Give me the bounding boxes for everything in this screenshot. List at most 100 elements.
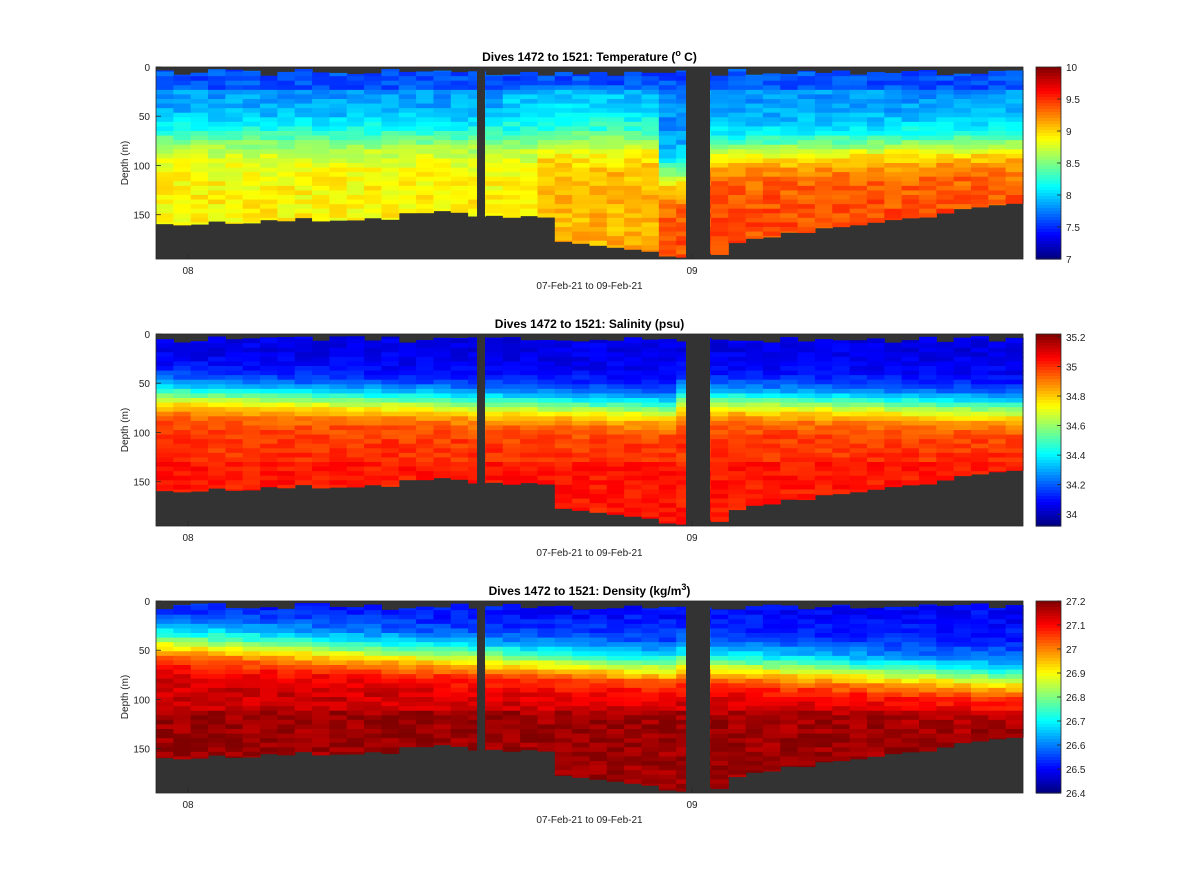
heatmap-cell [312, 651, 330, 657]
heatmap-cell [173, 112, 192, 118]
heatmap-cell [589, 195, 608, 201]
colorbar-tick-label: 8.5 [1066, 159, 1080, 170]
heatmap-cell [554, 471, 573, 477]
colorbar-segment [1036, 109, 1061, 113]
heatmap-cell [745, 227, 764, 233]
heatmap-cell [866, 144, 885, 150]
heatmap-cell [745, 149, 764, 155]
heatmap-cell [554, 665, 573, 671]
heatmap-cell [450, 112, 469, 118]
heatmap-cell [208, 701, 226, 707]
heatmap-cell [433, 651, 452, 657]
heatmap-cell [381, 76, 400, 82]
colorbar-segment [1036, 355, 1061, 359]
heatmap-cell [572, 158, 591, 164]
heatmap-cell [901, 361, 920, 367]
heatmap-cell [728, 494, 747, 500]
colorbar-segment [1036, 190, 1061, 194]
heatmap-cell [156, 213, 174, 219]
heatmap-cell [728, 701, 747, 707]
heatmap-cell [624, 687, 643, 694]
heatmap-cell [294, 135, 313, 141]
heatmap-cell [658, 356, 677, 363]
heatmap-cell [502, 448, 521, 454]
heatmap-cell [762, 430, 781, 436]
heatmap-cell [190, 637, 209, 643]
heatmap-cell [710, 195, 729, 201]
heatmap-cell [728, 637, 747, 643]
colorbar-segment [1036, 490, 1061, 494]
heatmap-cell [780, 176, 799, 182]
heatmap-cell [953, 388, 972, 395]
heatmap-cell [728, 153, 747, 160]
heatmap-cell [156, 185, 174, 192]
heatmap-cell [970, 199, 989, 205]
heatmap-cell [988, 172, 1007, 178]
heatmap-cell [312, 628, 330, 634]
heatmap-cell [710, 149, 729, 155]
heatmap-cell [242, 343, 261, 349]
heatmap-cell [173, 94, 192, 100]
heatmap-cell [364, 448, 383, 454]
heatmap-cell [520, 163, 539, 169]
heatmap-cell [294, 384, 313, 390]
heatmap-cell [277, 384, 296, 390]
heatmap-cell [814, 195, 833, 201]
heatmap-cell [624, 683, 643, 689]
heatmap-cell [866, 195, 885, 201]
heatmap-cell [745, 74, 764, 77]
heatmap-cell [589, 706, 608, 712]
heatmap-cell [173, 452, 192, 459]
heatmap-cell [624, 231, 643, 237]
heatmap-cell [277, 742, 296, 748]
panel-1: Dives 1472 to 1521: Temperature (o C)050… [120, 48, 1080, 292]
heatmap-cell [710, 99, 729, 105]
heatmap-cell [780, 765, 799, 767]
heatmap-cell [381, 651, 400, 657]
heatmap-cell [641, 149, 660, 155]
heatmap-cell [658, 779, 677, 785]
heatmap-cell [762, 149, 781, 155]
heatmap-cell [433, 199, 452, 205]
heatmap-cell [624, 480, 643, 486]
heatmap-cell [676, 770, 695, 776]
heatmap-cell [208, 674, 226, 680]
heatmap-cell [762, 678, 781, 684]
heatmap-cell [901, 375, 920, 381]
heatmap-cell [832, 103, 851, 109]
heatmap-cell [242, 126, 261, 132]
heatmap-cell [346, 715, 365, 721]
heatmap-cell [589, 140, 608, 146]
heatmap-cell [745, 398, 764, 404]
heatmap-cell [641, 420, 660, 427]
heatmap-cell [624, 512, 643, 517]
heatmap-cell [398, 172, 417, 178]
heatmap-cell [762, 719, 781, 726]
heatmap-cell [485, 457, 504, 463]
heatmap-cell [485, 76, 504, 82]
heatmap-cell [936, 375, 955, 381]
heatmap-cell [225, 379, 244, 385]
chart-title: Dives 1472 to 1521: Temperature (o C) [482, 48, 697, 64]
heatmap-cell [173, 393, 192, 399]
heatmap-cell [277, 457, 296, 463]
heatmap-cell [398, 651, 417, 657]
heatmap-cell [520, 108, 539, 114]
heatmap-cell [277, 338, 296, 344]
heatmap-cell [762, 466, 781, 472]
heatmap-cell [589, 222, 608, 228]
heatmap-cell [589, 443, 608, 449]
heatmap-cell [242, 356, 261, 363]
heatmap-cell [242, 117, 261, 123]
heatmap-cell [537, 715, 556, 721]
heatmap-cell [762, 604, 781, 607]
heatmap-cell [537, 167, 556, 173]
heatmap-cell [728, 181, 747, 187]
heatmap-cell [225, 608, 244, 611]
heatmap-cell [433, 434, 452, 440]
heatmap-cell [780, 669, 799, 675]
heatmap-cell [502, 181, 521, 187]
heatmap-cell [346, 204, 365, 210]
heatmap-cell [797, 674, 816, 680]
heatmap-cell [970, 347, 989, 353]
